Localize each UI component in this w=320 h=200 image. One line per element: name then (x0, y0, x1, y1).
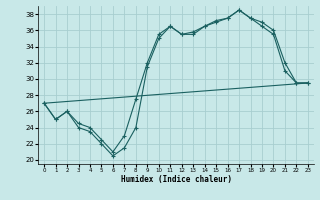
X-axis label: Humidex (Indice chaleur): Humidex (Indice chaleur) (121, 175, 231, 184)
